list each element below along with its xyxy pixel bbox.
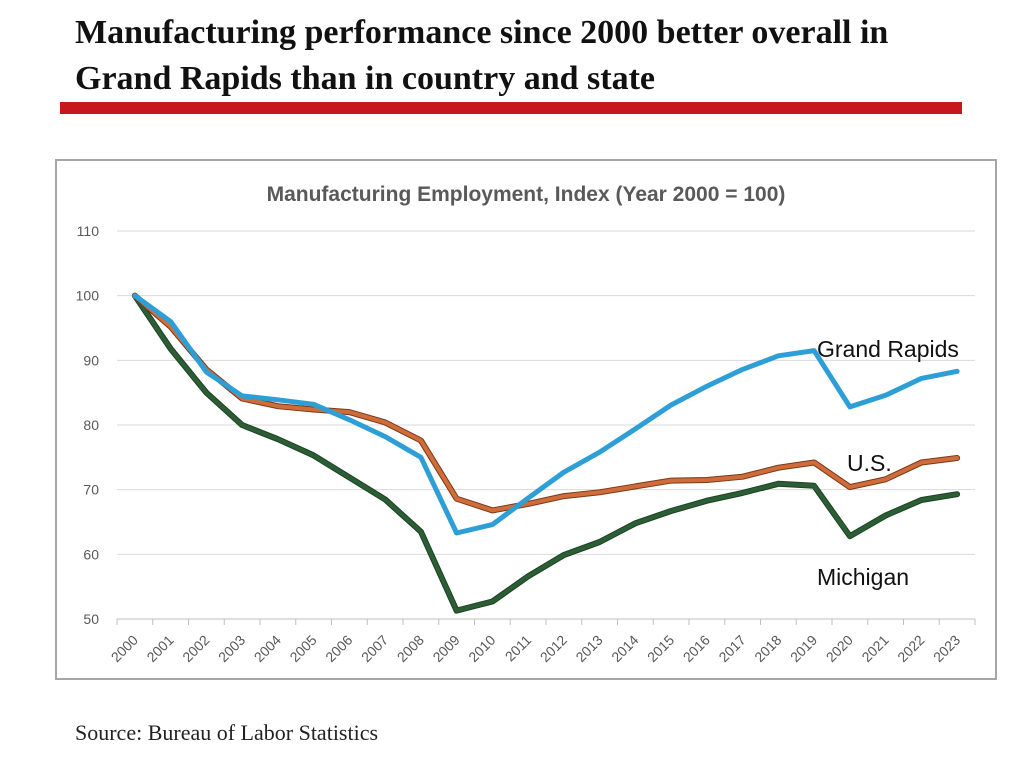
x-tick-label: 2007 [358,632,391,665]
x-tick-label: 2010 [465,632,498,665]
x-tick-label: 2021 [858,632,891,665]
x-tick-label: 2015 [644,632,677,665]
x-tick-label: 2020 [823,632,856,665]
slide-title: Manufacturing performance since 2000 bet… [75,14,889,97]
series-label-michigan: Michigan [817,564,909,590]
x-tick-label: 2017 [715,632,748,665]
x-tick-label: 2019 [787,632,820,665]
line-chart: Manufacturing Employment, Index (Year 20… [76,183,976,665]
x-tick-label: 2002 [179,632,212,665]
chart-title: Manufacturing Employment, Index (Year 20… [267,183,786,206]
x-tick-label: 2004 [251,632,284,665]
series-line-michigan [132,293,960,613]
x-tick-label: 2011 [502,632,535,665]
chart-frame: Manufacturing Employment, Index (Year 20… [55,159,997,680]
x-tick-label: 2023 [930,632,963,665]
series-line-grand-rapids [132,293,960,536]
x-tick-label: 2022 [894,632,927,665]
y-tick-label: 70 [83,482,99,498]
x-tick-label: 2014 [608,632,641,665]
y-tick-label: 110 [77,223,100,239]
x-tick-label: 2003 [215,632,248,665]
x-tick-label: 2001 [143,632,176,665]
series-label-grand-rapids: Grand Rapids [817,336,959,362]
y-tick-label: 90 [83,352,99,368]
x-tick-label: 2000 [108,632,141,665]
title-underline-bar [60,102,962,114]
y-tick-label: 80 [83,417,99,433]
series-label-u-s: U.S. [847,450,892,476]
x-tick-label: 2009 [429,632,462,665]
source-note: Source: Bureau of Labor Statistics [75,720,379,745]
series-line-u-s [132,293,960,513]
y-tick-label: 60 [83,546,99,562]
y-tick-label: 100 [76,288,100,304]
x-tick-label: 2018 [751,632,784,665]
y-tick-label: 50 [83,611,99,627]
x-tick-label: 2006 [322,632,355,665]
x-tick-label: 2005 [286,632,319,665]
x-tick-label: 2013 [572,632,605,665]
x-tick-label: 2016 [680,632,713,665]
x-tick-label: 2012 [537,632,570,665]
x-tick-label: 2008 [394,632,427,665]
